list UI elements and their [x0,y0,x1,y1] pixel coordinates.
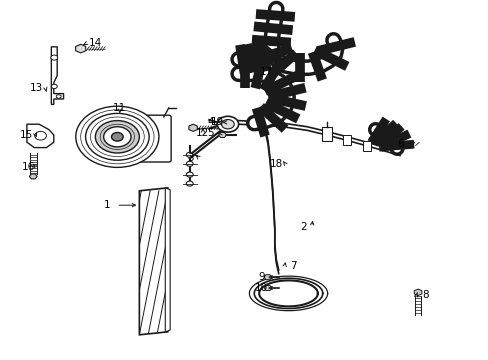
Circle shape [51,55,58,60]
Circle shape [85,113,149,160]
Text: 10: 10 [255,283,267,293]
Circle shape [186,181,193,186]
Polygon shape [388,141,397,147]
Circle shape [186,172,193,177]
Circle shape [186,152,193,157]
Text: 1: 1 [104,200,111,210]
Circle shape [95,121,139,153]
Circle shape [51,84,57,89]
Text: 5: 5 [206,128,213,138]
Bar [362,141,370,151]
Polygon shape [76,44,85,53]
Circle shape [186,161,193,166]
Text: 19: 19 [210,117,224,127]
Polygon shape [218,122,226,127]
Text: 15: 15 [20,130,34,140]
Polygon shape [165,188,170,332]
Bar [124,122,139,130]
Polygon shape [218,132,226,138]
Polygon shape [27,124,54,148]
Circle shape [56,95,61,98]
Circle shape [35,131,46,140]
Polygon shape [264,285,271,291]
Text: 18: 18 [269,159,283,169]
Text: 2: 2 [299,222,306,232]
Polygon shape [413,289,421,296]
Bar [321,127,331,141]
Text: 9: 9 [258,272,264,282]
Text: 12: 12 [196,128,209,138]
Circle shape [76,106,159,167]
Polygon shape [264,275,271,280]
Bar [343,135,350,145]
Text: 3: 3 [187,153,194,163]
Text: 13: 13 [30,83,43,93]
Circle shape [221,120,234,129]
Polygon shape [29,174,37,179]
Circle shape [217,116,238,132]
Text: 6: 6 [397,139,404,149]
Text: 17: 17 [259,67,273,77]
Polygon shape [139,188,167,335]
FancyBboxPatch shape [107,115,171,162]
Circle shape [111,132,123,141]
Circle shape [103,127,131,147]
Text: 7: 7 [289,261,296,271]
Text: 8: 8 [421,290,428,300]
Bar [102,136,111,142]
Polygon shape [188,124,197,131]
Text: 16: 16 [21,162,35,172]
Polygon shape [51,47,63,104]
Text: 11: 11 [113,103,126,113]
Bar [124,132,139,140]
Text: 14: 14 [88,38,102,48]
Text: 4: 4 [206,117,213,127]
